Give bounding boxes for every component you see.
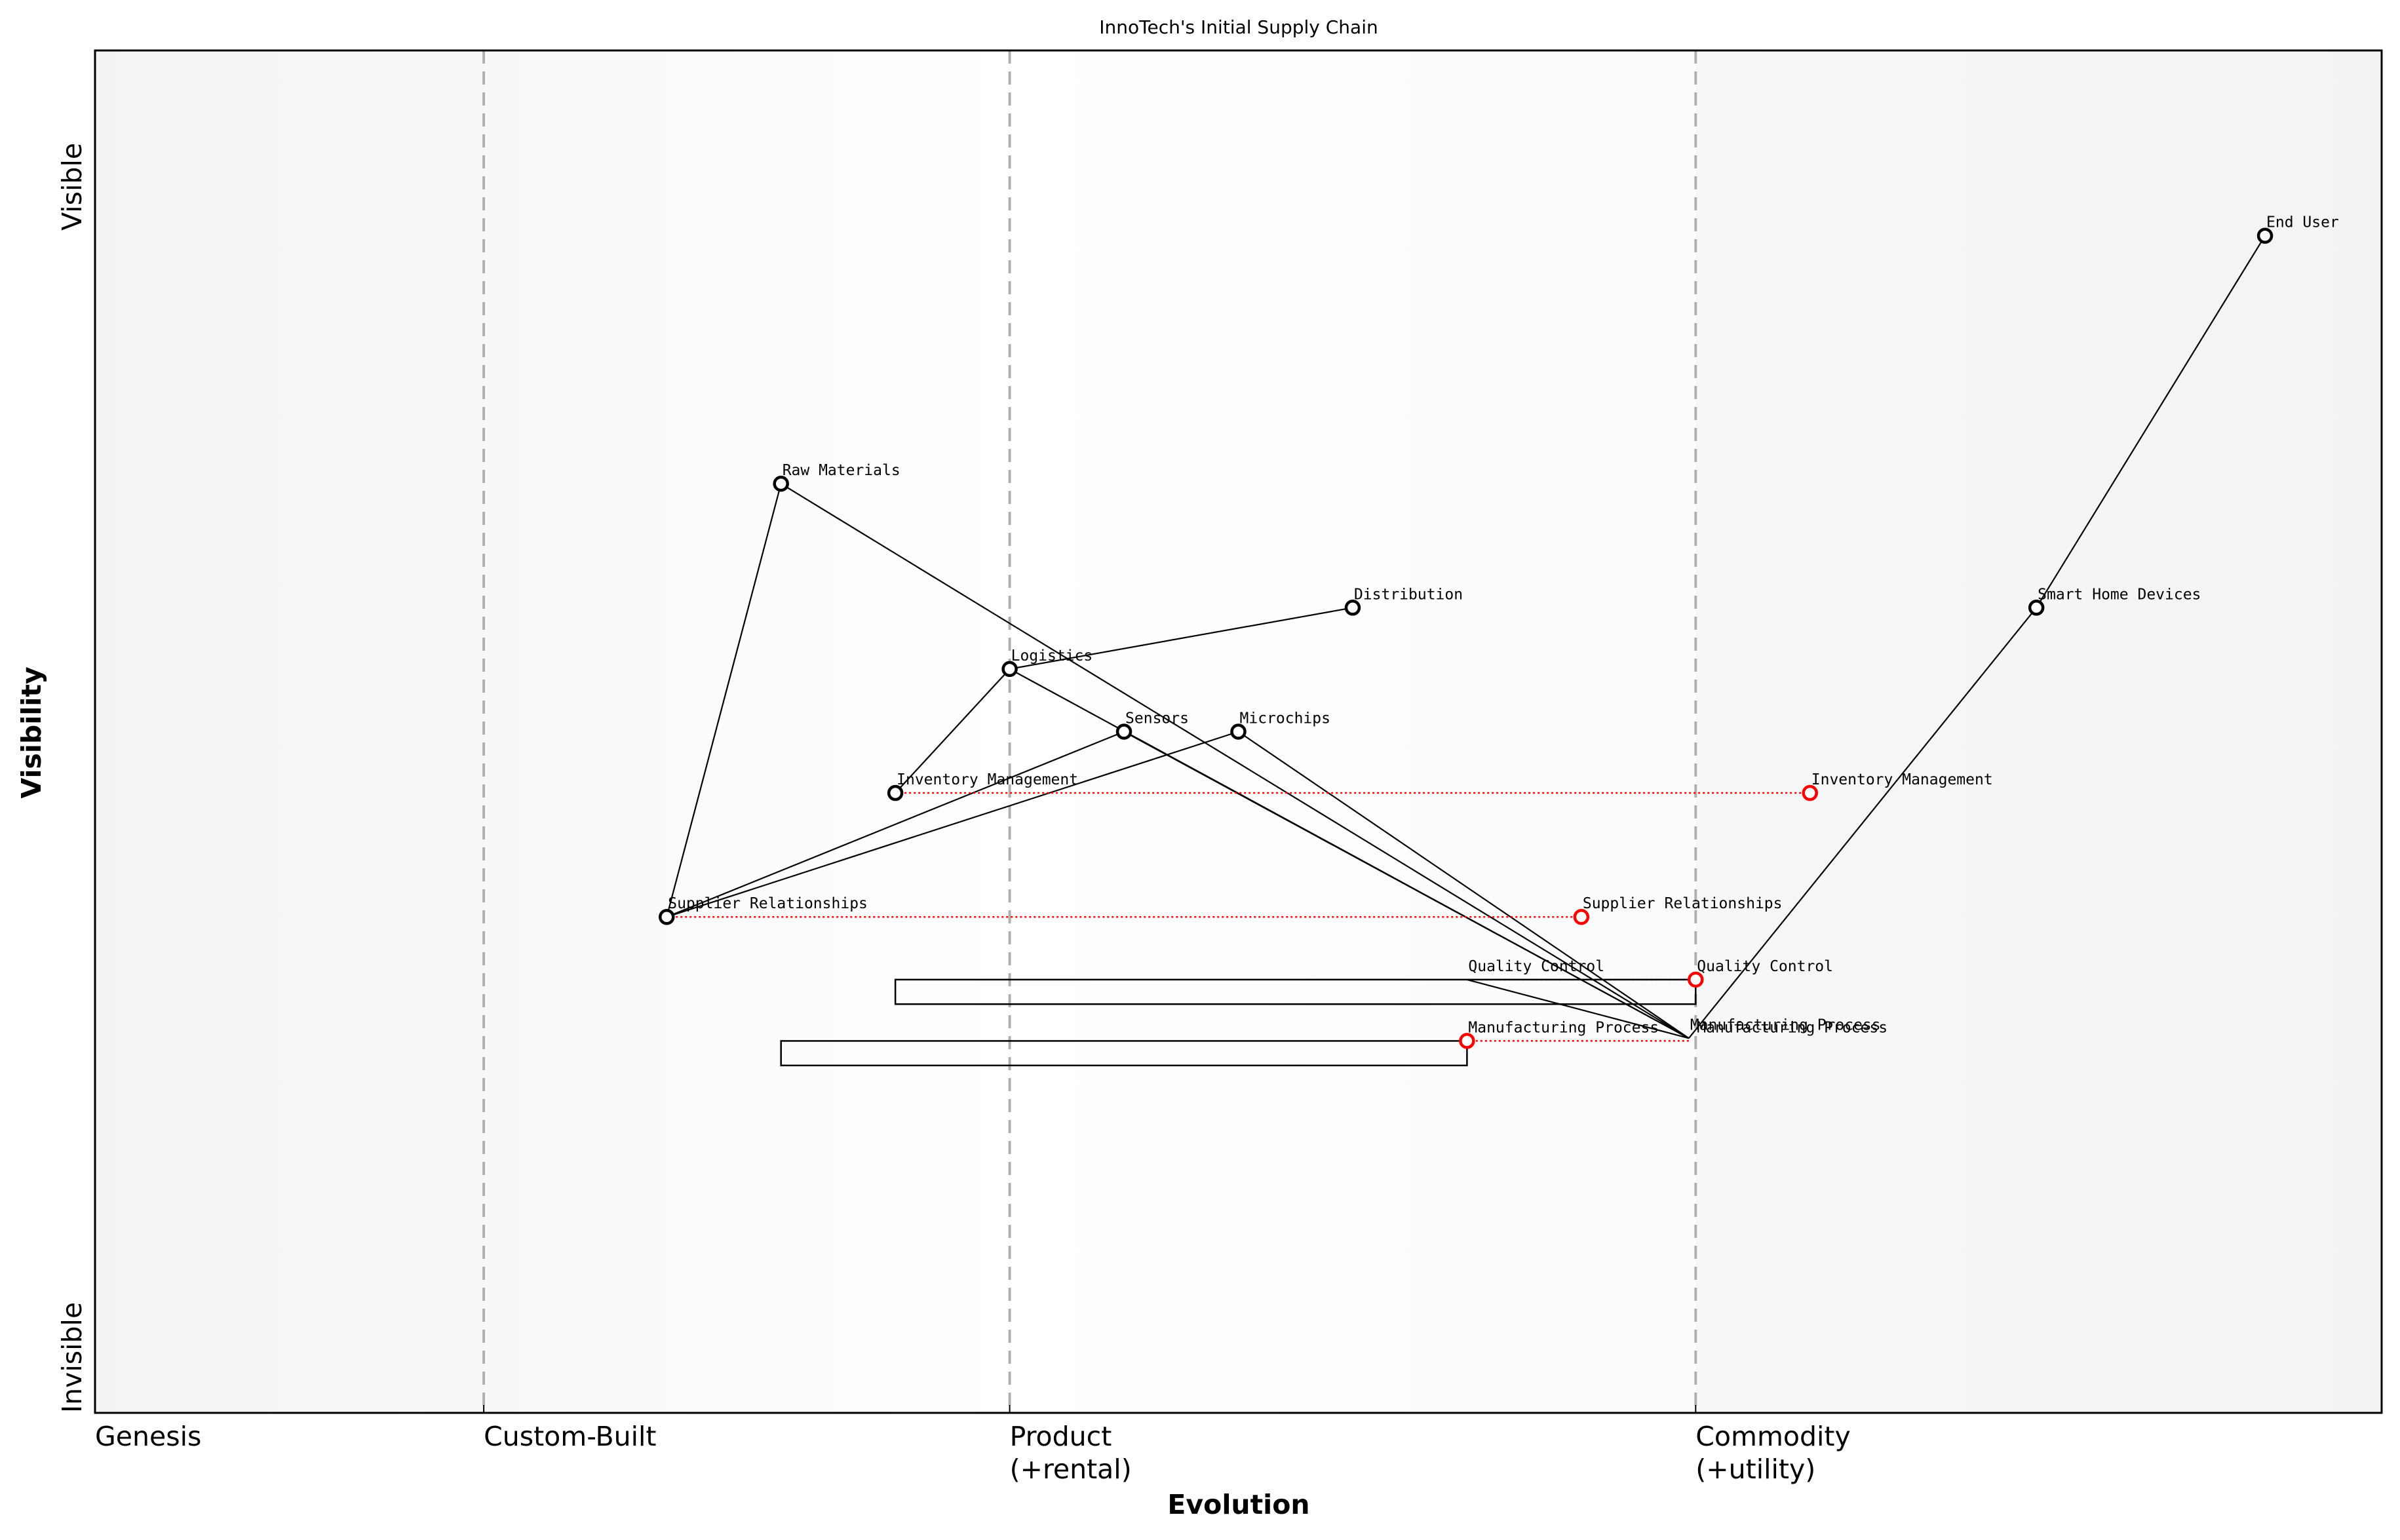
- node-circle-icon: [1115, 723, 1132, 740]
- y-tick-label: Invisible: [56, 1302, 88, 1413]
- node-circle-icon: [2028, 600, 2045, 616]
- component-supplier-relationships[interactable]: Supplier Relationships: [659, 895, 868, 925]
- node-label: Distribution: [1354, 586, 1463, 603]
- evolved-component-manufacturing-process[interactable]: Manufacturing Process: [1459, 1019, 1659, 1049]
- node-label: Quality Control: [1468, 958, 1604, 975]
- plot-frame: [94, 49, 2383, 1414]
- node-circle-icon: [887, 784, 904, 801]
- link-logistics-to-distribution: [1009, 607, 1353, 670]
- node-circle-icon: [1344, 600, 1361, 616]
- node-label: Supplier Relationships: [668, 895, 868, 912]
- chart-title: InnoTech's Initial Supply Chain: [1099, 16, 1378, 38]
- node-label: End User: [2266, 214, 2339, 231]
- evolved-component-supplier-relationships[interactable]: Supplier Relationships: [1573, 895, 1783, 925]
- link-sensors-to-supplier-relationships: [666, 731, 1125, 918]
- node-label: Sensors: [1125, 710, 1189, 727]
- y-tick-label: Visible: [56, 143, 88, 231]
- inertia-box-quality-control: [894, 978, 1697, 1005]
- node-circle-icon: [1688, 971, 1704, 988]
- node-label: Quality Control: [1697, 958, 1833, 975]
- component-microchips[interactable]: Microchips: [1230, 710, 1330, 740]
- node-label: Raw Materials: [783, 462, 900, 479]
- node-circle-icon: [2256, 227, 2274, 244]
- node-label: Smart Home Devices: [2038, 586, 2201, 603]
- node-label: Manufacturing Process: [1468, 1019, 1659, 1036]
- link-quality-control-to-manufacturing-process: [1467, 978, 1690, 1039]
- link-sensors-to-manufacturing-process: [1123, 731, 1690, 1039]
- component-smart-home-devices[interactable]: Smart Home Devices: [2028, 586, 2201, 616]
- inertia-box-manufacturing-process: [780, 1040, 1468, 1067]
- x-axis-title: Evolution: [1167, 1489, 1309, 1520]
- component-raw-materials[interactable]: Raw Materials: [773, 462, 900, 492]
- component-logistics[interactable]: Logistics: [1001, 647, 1093, 678]
- node-circle-icon: [1230, 723, 1247, 740]
- x-tick-label: Genesis: [95, 1421, 201, 1452]
- node-circle-icon: [1802, 784, 1818, 801]
- evolved-component-inventory-management[interactable]: Inventory Management: [1802, 771, 1993, 801]
- link-end-user-to-smart-home-devices: [2036, 235, 2266, 608]
- component-sensors[interactable]: Sensors: [1115, 710, 1189, 740]
- component-distribution[interactable]: Distribution: [1344, 586, 1463, 616]
- y-axis-title: Visibility: [16, 666, 47, 798]
- y-axis-ticks: Invisible Visible: [56, 143, 88, 1413]
- node-label: Inventory Management: [1811, 771, 1993, 788]
- x-tick-label: Custom-Built: [484, 1421, 656, 1452]
- link-microchips-to-manufacturing-process: [1237, 731, 1690, 1039]
- label-manufacturing-process[interactable]: Manufacturing Process: [1697, 1019, 1887, 1036]
- node-label: Supplier Relationships: [1583, 895, 1783, 912]
- node-label: Manufacturing Process: [1697, 1019, 1887, 1036]
- node-label: Inventory Management: [897, 771, 1078, 788]
- component-quality-control[interactable]: Quality Control: [1468, 958, 1604, 975]
- stage-dividers: [482, 50, 1697, 1413]
- link-smart-home-devices-to-manufacturing-process: [1688, 607, 2038, 1039]
- x-tick-label: Product (+rental): [1010, 1421, 1132, 1485]
- node-circle-icon: [773, 475, 789, 492]
- node-label: Logistics: [1011, 647, 1093, 664]
- x-tick-label: Commodity (+utility): [1695, 1421, 1850, 1485]
- x-axis-ticks: Genesis Custom-Built Product (+rental) Commo…: [94, 1405, 1851, 1485]
- inertia-boxes: [780, 978, 1697, 1067]
- component-end-user[interactable]: End User: [2256, 214, 2339, 244]
- node-label: Manufacturing Process: [1690, 1016, 1881, 1033]
- link-raw-materials-to-supplier-relationships: [666, 483, 782, 917]
- link-logistics-to-inventory-management: [895, 668, 1011, 794]
- link-microchips-to-supplier-relationships: [666, 731, 1239, 918]
- components: End User Smart Home Devices Raw Materials D…: [659, 214, 2339, 1049]
- link-raw-materials-to-manufacturing-process: [781, 483, 1690, 1039]
- node-circle-icon: [1573, 908, 1590, 925]
- node-circle-icon: [1001, 661, 1018, 678]
- node-circle-icon: [659, 908, 675, 925]
- component-manufacturing-process[interactable]: Manufacturing Process: [1690, 1016, 1881, 1033]
- evolved-component-quality-control[interactable]: Quality Control: [1688, 958, 1833, 988]
- node-label: Microchips: [1240, 710, 1330, 727]
- node-circle-icon: [1459, 1033, 1475, 1049]
- component-inventory-management[interactable]: Inventory Management: [887, 771, 1078, 801]
